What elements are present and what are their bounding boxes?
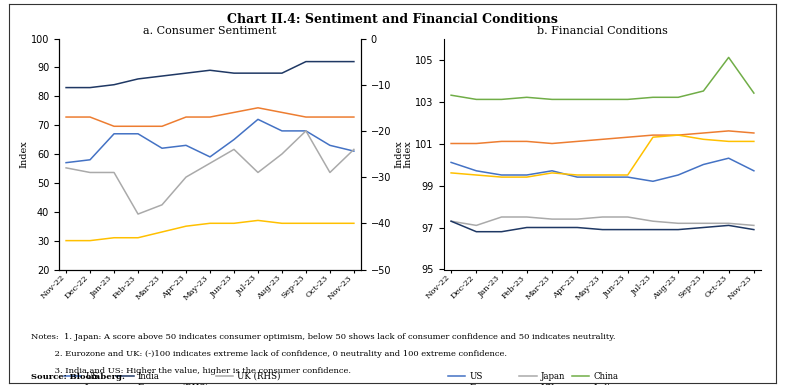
Legend: US, Japan, India, Eurozone (RHS), UK (RHS): US, Japan, India, Eurozone (RHS), UK (RH… [60,368,284,385]
Y-axis label: Index: Index [403,140,413,168]
Y-axis label: Index: Index [394,140,403,168]
Text: Chart II.4: Sentiment and Financial Conditions: Chart II.4: Sentiment and Financial Cond… [227,13,558,27]
Y-axis label: Index: Index [19,140,28,168]
Title: b. Financial Conditions: b. Financial Conditions [537,26,668,36]
Text: Notes:  1. Japan: A score above 50 indicates consumer optimism, below 50 shows l: Notes: 1. Japan: A score above 50 indica… [31,333,616,341]
Text: 2. Eurozone and UK: (-)100 indicates extreme lack of confidence, 0 neutrality an: 2. Eurozone and UK: (-)100 indicates ext… [31,350,507,358]
Title: a. Consumer Sentiment: a. Consumer Sentiment [144,26,276,36]
Legend: US, Euro area, Japan, UK, China, India: US, Euro area, Japan, UK, China, India [444,368,623,385]
Text: Source: Bloomberg.: Source: Bloomberg. [31,373,126,381]
Text: 3. India and US: Higher the value, higher is the consumer confidence.: 3. India and US: Higher the value, highe… [31,367,352,375]
